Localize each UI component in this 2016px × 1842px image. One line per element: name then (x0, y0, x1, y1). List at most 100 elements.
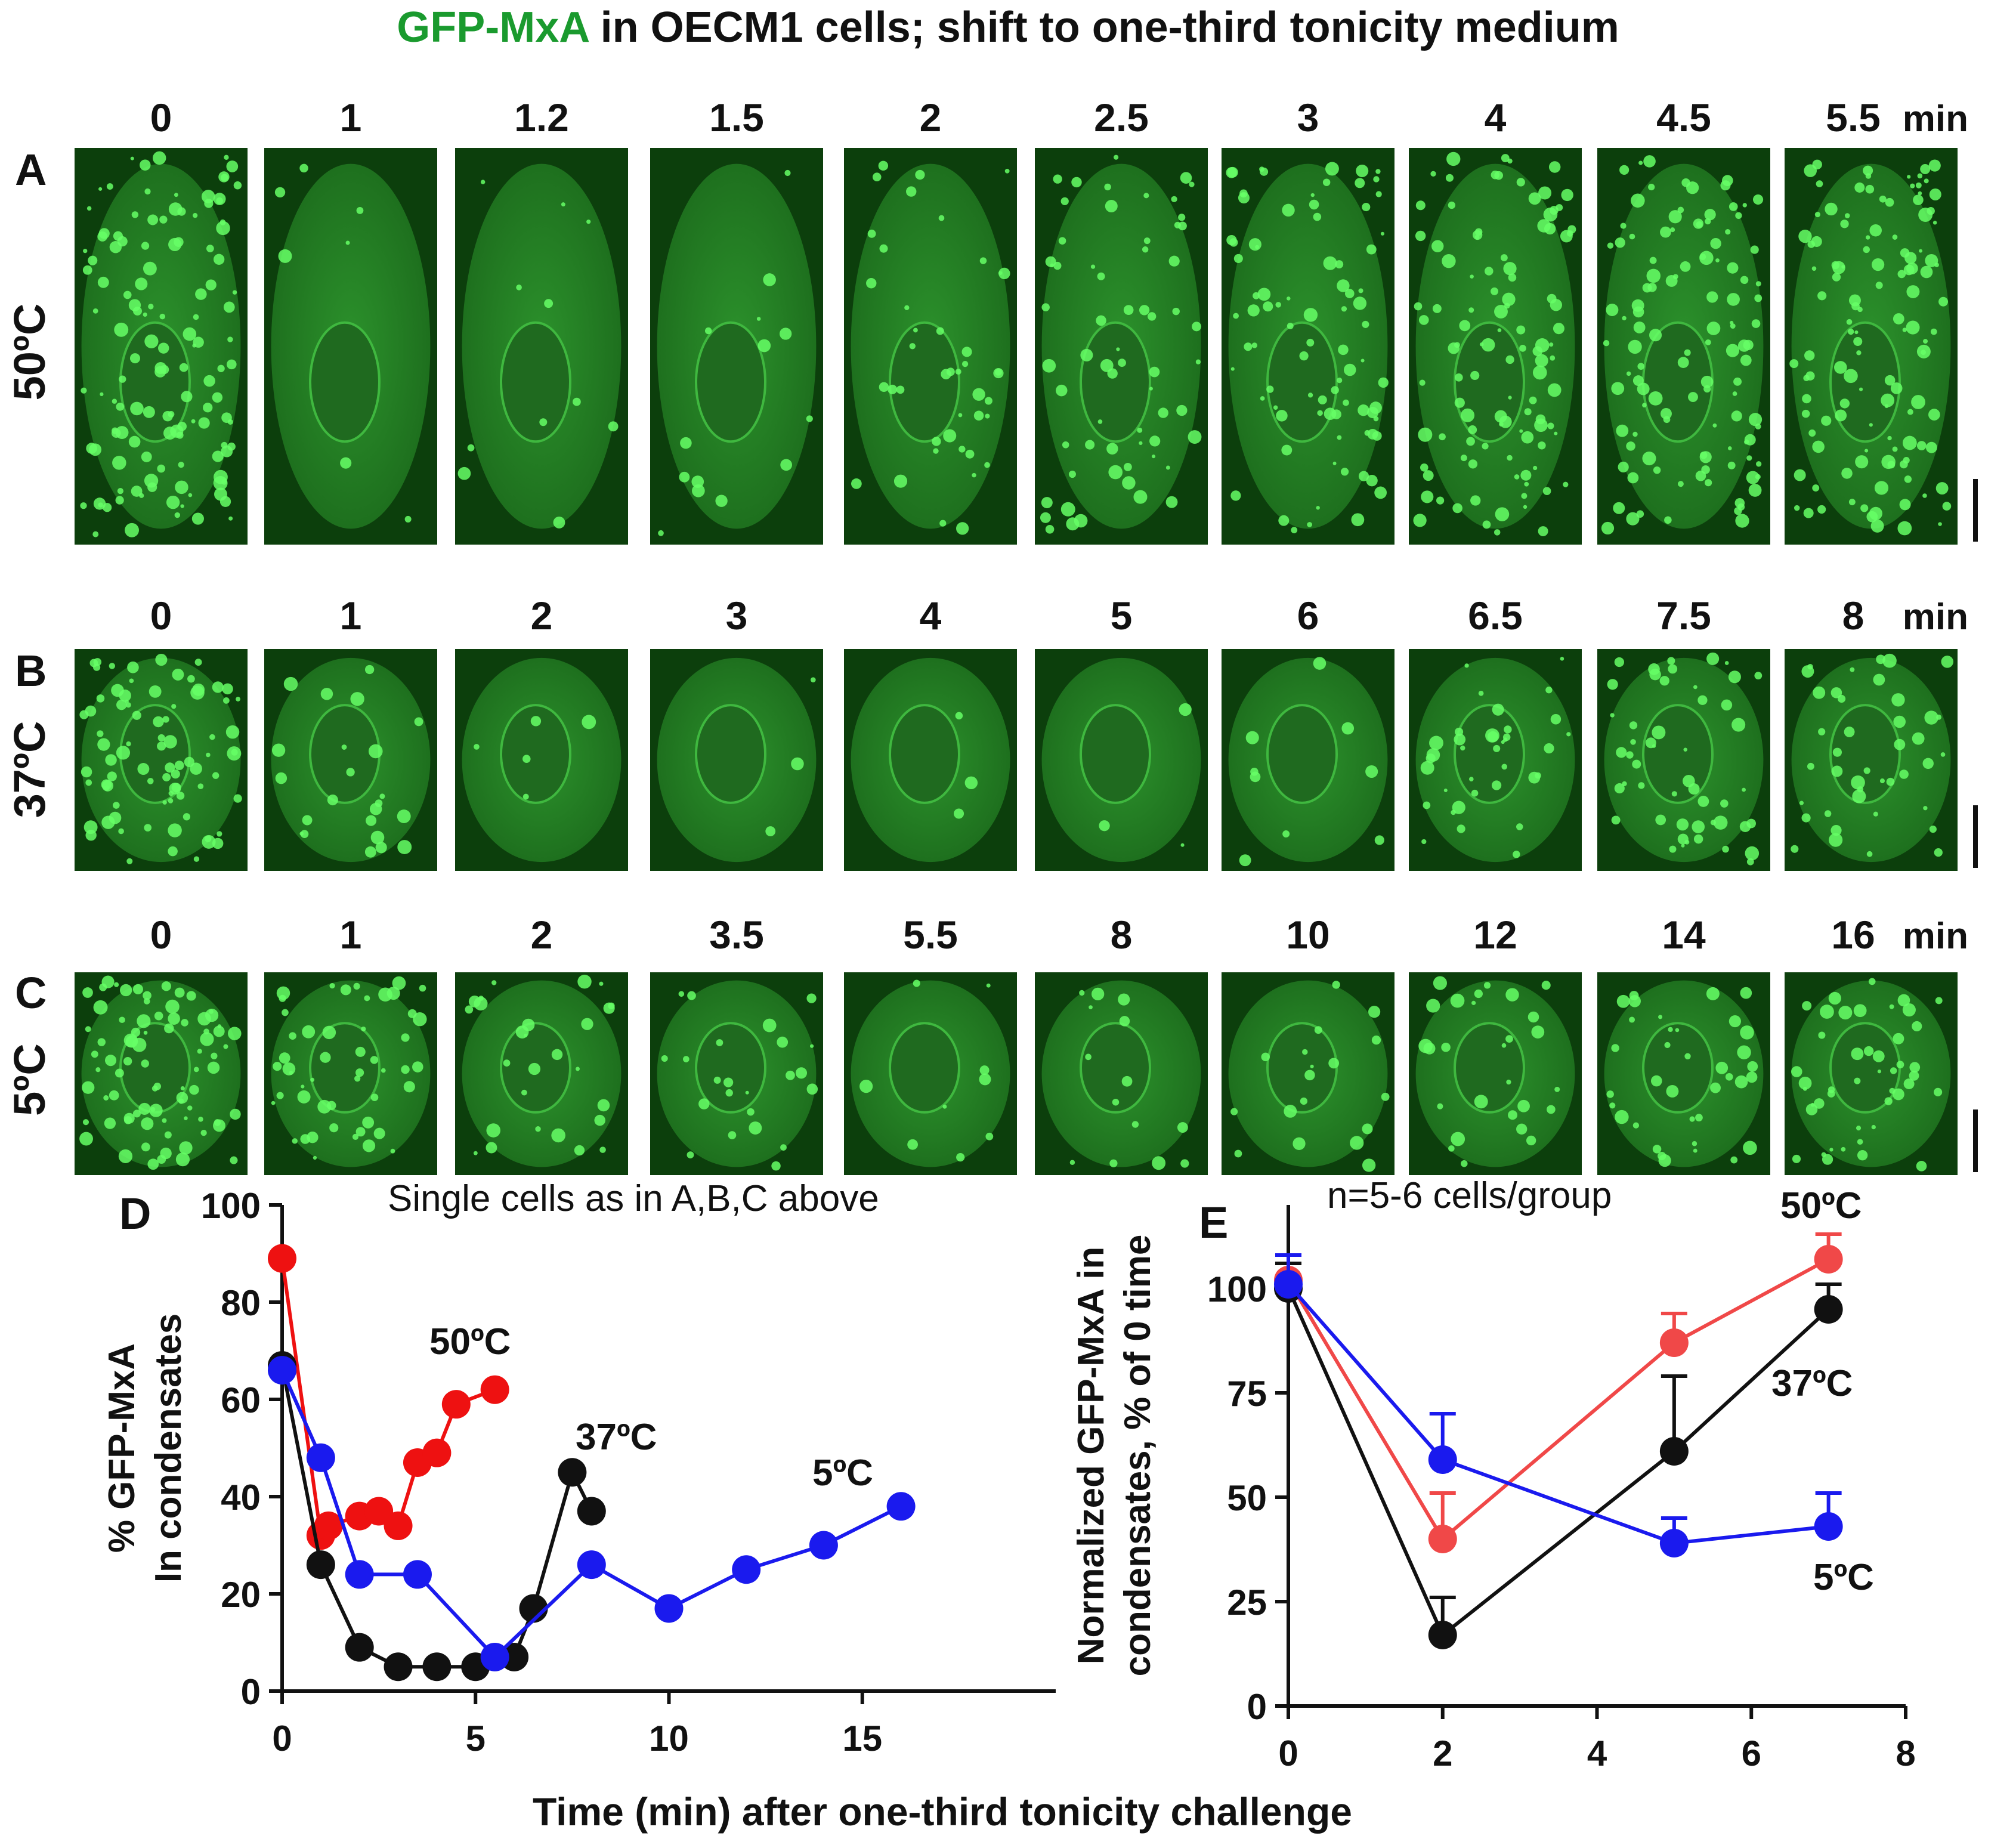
data-point (268, 1356, 296, 1385)
condensate-punctum (516, 285, 522, 290)
condensate-punctum (1672, 274, 1678, 280)
condensate-punctum (1642, 403, 1647, 408)
condensate-punctum (1517, 1099, 1530, 1112)
condensate-punctum (1638, 160, 1643, 165)
condensate-punctum (98, 187, 103, 191)
condensate-punctum (1266, 385, 1274, 393)
condensate-punctum (1613, 502, 1625, 514)
condensate-punctum (1547, 422, 1554, 429)
data-point (577, 1550, 606, 1580)
condensate-punctum (1841, 1146, 1846, 1152)
condensate-punctum (403, 1081, 415, 1093)
condensate-punctum (1730, 1156, 1738, 1164)
condensate-punctum (226, 160, 239, 172)
condensate-punctum (300, 1134, 311, 1144)
condensate-punctum (716, 1039, 723, 1046)
condensate-punctum (1832, 273, 1841, 282)
condensate-punctum (1351, 513, 1365, 527)
condensate-punctum (1420, 761, 1434, 775)
condensate-punctum (1085, 440, 1095, 450)
condensate-punctum (1831, 765, 1843, 777)
condensate-punctum (1607, 679, 1618, 690)
condensate-punctum (1468, 777, 1474, 781)
condensate-punctum (1855, 455, 1869, 469)
condensate-punctum (1445, 174, 1454, 182)
condensate-punctum (1437, 1103, 1443, 1109)
condensate-punctum (1856, 350, 1862, 356)
condensate-punctum (1798, 229, 1812, 243)
condensate-punctum (1118, 358, 1126, 367)
condensate-punctum (1470, 495, 1481, 506)
condensate-punctum (1542, 487, 1551, 495)
condensate-punctum (1556, 204, 1563, 211)
condensate-punctum (1918, 191, 1922, 196)
condensate-punctum (1614, 783, 1625, 794)
condensate-punctum (165, 999, 180, 1014)
condensate-punctum (1419, 379, 1426, 386)
y-tick-label: 100 (1207, 1269, 1267, 1309)
time-label: 2 (920, 95, 942, 140)
condensate-punctum (1912, 732, 1925, 745)
time-label: 4 (1485, 95, 1507, 140)
condensate-punctum (404, 515, 412, 523)
condensate-punctum (1335, 260, 1344, 269)
condensate-punctum (143, 312, 147, 317)
condensate-punctum (233, 181, 242, 190)
condensate-punctum (140, 159, 151, 171)
condensate-punctum (392, 976, 406, 990)
condensate-punctum (687, 991, 696, 1000)
condensate-punctum (972, 388, 985, 401)
condensate-punctum (1523, 505, 1528, 509)
cell-nucleus (500, 704, 571, 804)
condensate-punctum (141, 1059, 149, 1068)
condensate-punctum (723, 1077, 734, 1087)
condensate-punctum (1743, 1141, 1757, 1155)
condensate-punctum (1504, 302, 1510, 309)
condensate-punctum (1441, 1043, 1451, 1052)
condensate-punctum (1338, 344, 1349, 356)
data-point (1814, 1245, 1843, 1274)
condensate-punctum (192, 213, 198, 218)
condensate-punctum (1720, 799, 1729, 808)
condensate-punctum (1812, 440, 1825, 453)
condensate-punctum (1852, 789, 1866, 803)
condensate-punctum (1857, 786, 1864, 793)
condensate-punctum (1727, 262, 1739, 274)
condensate-punctum (1373, 416, 1379, 422)
condensate-punctum (1260, 396, 1265, 401)
condensate-punctum (1340, 468, 1349, 476)
condensate-punctum (106, 183, 113, 190)
condensate-punctum (1239, 189, 1248, 198)
condensate-punctum (972, 472, 976, 478)
condensate-punctum (1735, 514, 1749, 528)
condensate-punctum (105, 1055, 117, 1067)
condensate-punctum (1085, 1053, 1092, 1061)
condensate-punctum (1123, 305, 1134, 316)
condensate-punctum (1941, 656, 1954, 668)
condensate-punctum (1746, 818, 1756, 829)
data-point (384, 1511, 413, 1540)
condensate-punctum (1451, 1132, 1465, 1146)
time-label: 10 (1286, 913, 1329, 957)
condensate-punctum (1916, 1161, 1927, 1172)
condensate-punctum (1192, 322, 1202, 332)
time-label: 3 (726, 594, 748, 638)
condensate-punctum (186, 991, 196, 1001)
condensate-punctum (465, 1005, 474, 1014)
condensate-punctum (1652, 725, 1666, 740)
condensate-punctum (171, 704, 177, 709)
condensate-punctum (1526, 1135, 1536, 1146)
condensate-punctum (1844, 727, 1855, 737)
time-label: 2 (531, 594, 553, 638)
condensate-punctum (1004, 168, 1010, 174)
condensate-punctum (1857, 1150, 1868, 1161)
condensate-punctum (1615, 237, 1625, 248)
condensate-punctum (581, 1018, 593, 1030)
condensate-punctum (227, 359, 237, 370)
condensate-punctum (1676, 818, 1689, 831)
y-tick-label: 75 (1227, 1374, 1267, 1414)
condensate-punctum (356, 206, 364, 214)
condensate-punctum (522, 793, 529, 800)
condensate-punctum (129, 353, 140, 364)
